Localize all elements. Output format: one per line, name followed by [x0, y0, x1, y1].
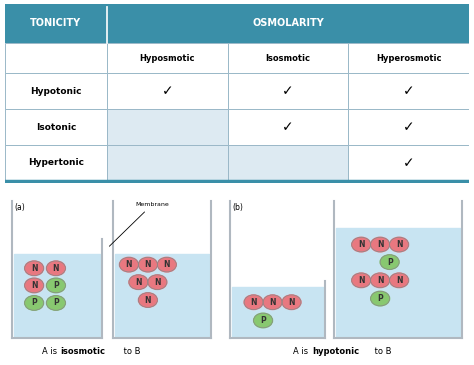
Text: N: N [358, 240, 365, 249]
Text: N: N [31, 281, 37, 290]
Text: ✓: ✓ [283, 84, 294, 98]
Text: Hyposmotic: Hyposmotic [139, 54, 195, 63]
Text: ✓: ✓ [403, 156, 415, 170]
Text: isosmotic: isosmotic [61, 347, 106, 356]
Bar [5, 73, 107, 109]
Text: Isotonic: Isotonic [36, 123, 76, 131]
Circle shape [25, 278, 44, 293]
Text: N: N [396, 240, 402, 249]
Circle shape [157, 257, 176, 272]
Bar [107, 73, 228, 109]
Text: N: N [377, 240, 383, 249]
Bar [228, 145, 348, 181]
Text: P: P [31, 299, 37, 307]
Text: P: P [53, 281, 59, 290]
Text: A is: A is [293, 347, 310, 356]
Text: OSMOLARITY: OSMOLARITY [252, 18, 324, 28]
Bar [348, 145, 469, 181]
Text: to B: to B [372, 347, 392, 356]
Circle shape [129, 275, 148, 289]
Text: hypotonic: hypotonic [312, 347, 359, 356]
Text: N: N [31, 264, 37, 273]
Bar [107, 145, 228, 181]
Text: N: N [288, 298, 295, 307]
Circle shape [46, 296, 65, 310]
Text: (b): (b) [232, 203, 243, 212]
Text: N: N [396, 276, 402, 285]
Circle shape [46, 278, 65, 293]
Text: P: P [377, 294, 383, 303]
Text: N: N [145, 260, 151, 269]
Text: N: N [53, 264, 59, 273]
Text: Isosmotic: Isosmotic [265, 54, 310, 63]
Bar [5, 109, 107, 145]
Circle shape [46, 261, 65, 276]
Circle shape [352, 273, 371, 288]
Circle shape [390, 237, 409, 252]
Circle shape [244, 295, 263, 310]
Text: N: N [135, 278, 142, 287]
Circle shape [25, 296, 44, 310]
Bar [107, 109, 228, 145]
Circle shape [25, 261, 44, 276]
Circle shape [390, 273, 409, 288]
Text: N: N [154, 278, 161, 287]
Circle shape [148, 275, 167, 289]
Bar [107, 4, 469, 43]
Bar [5, 145, 107, 181]
Text: ✓: ✓ [162, 84, 173, 98]
Text: P: P [53, 299, 59, 307]
Bar [348, 109, 469, 145]
Text: to B: to B [121, 347, 140, 356]
Circle shape [282, 295, 301, 310]
Bar [348, 73, 469, 109]
Text: N: N [126, 260, 132, 269]
Bar [107, 43, 228, 73]
Text: A is: A is [42, 347, 59, 356]
Circle shape [263, 295, 282, 310]
Text: Membrane: Membrane [109, 202, 169, 246]
Circle shape [371, 291, 390, 306]
Circle shape [380, 255, 399, 269]
Bar [5, 4, 107, 43]
Text: N: N [250, 298, 257, 307]
Text: Hyperosmotic: Hyperosmotic [376, 54, 442, 63]
Bar [228, 43, 348, 73]
Circle shape [371, 273, 390, 288]
Text: TONICITY: TONICITY [30, 18, 82, 28]
Bar [348, 43, 469, 73]
Circle shape [119, 257, 138, 272]
Text: N: N [377, 276, 383, 285]
Text: P: P [387, 258, 392, 266]
Circle shape [138, 293, 157, 307]
Text: Hypertonic: Hypertonic [28, 158, 84, 167]
Bar [228, 73, 348, 109]
Text: P: P [260, 316, 266, 325]
Circle shape [254, 313, 273, 328]
Bar [5, 43, 107, 73]
Circle shape [371, 237, 390, 252]
Text: ✓: ✓ [283, 120, 294, 134]
Text: N: N [269, 298, 276, 307]
Text: Hypotonic: Hypotonic [30, 87, 82, 96]
Circle shape [352, 237, 371, 252]
Text: N: N [145, 296, 151, 304]
Text: (a): (a) [14, 203, 25, 212]
Text: N: N [358, 276, 365, 285]
Bar [228, 109, 348, 145]
Text: N: N [164, 260, 170, 269]
Text: ✓: ✓ [403, 120, 415, 134]
Circle shape [138, 257, 157, 272]
Text: ✓: ✓ [403, 84, 415, 98]
